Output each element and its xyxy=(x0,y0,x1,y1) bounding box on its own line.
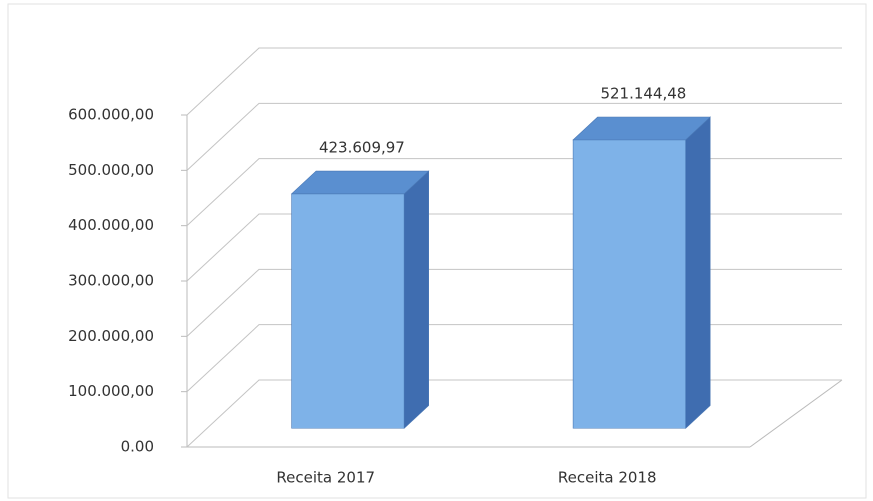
y-tick-label: 300.000,00 xyxy=(68,272,154,290)
y-tick-label: 200.000,00 xyxy=(68,327,154,345)
bar-top xyxy=(572,116,711,141)
y-tick-label: 100.000,00 xyxy=(68,382,154,400)
chart-frame xyxy=(7,3,867,499)
data-label: 521.144,48 xyxy=(600,84,686,102)
y-tick-label: 600.000,00 xyxy=(68,106,154,124)
data-label: 423.609,97 xyxy=(319,138,405,156)
y-tick-label: 400.000,00 xyxy=(68,216,154,234)
bar-front xyxy=(572,139,687,429)
grid-line xyxy=(186,102,842,171)
x-tick-label: Receita 2018 xyxy=(558,469,657,487)
bar-side xyxy=(403,170,429,429)
floor-edge xyxy=(749,379,843,448)
grid-line xyxy=(186,47,842,116)
bar xyxy=(572,116,711,429)
bar-front xyxy=(291,193,405,429)
y-tick-label: 500.000,00 xyxy=(68,161,154,179)
bar xyxy=(290,170,430,429)
bar-top xyxy=(290,170,430,195)
x-tick-label: Receita 2017 xyxy=(276,469,375,487)
bar-side xyxy=(685,116,711,429)
y-tick-label: 0.00 xyxy=(121,438,154,456)
